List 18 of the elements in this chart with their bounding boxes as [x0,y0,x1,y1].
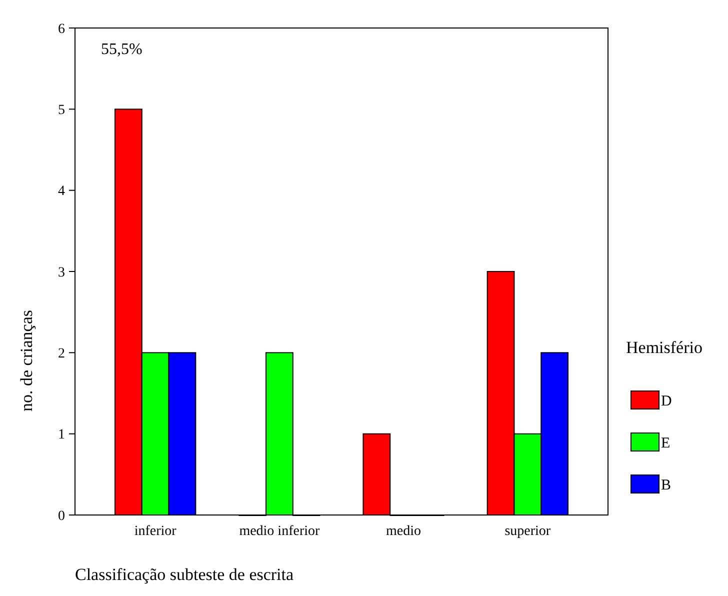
x-tick-label: medio inferior [239,524,320,539]
y-axis-title: no. de crianças [17,310,36,412]
y-tick-label: 1 [58,428,65,443]
y-tick-label: 5 [58,103,65,118]
legend-title: Hemisfério [626,338,702,357]
x-tick-label: superior [504,524,551,539]
y-tick-label: 0 [58,508,65,524]
x-tick-label: medio [386,524,422,539]
y-tick-label: 2 [58,346,65,362]
y-tick-label: 3 [58,265,65,280]
y-tick-label: 6 [58,22,65,37]
annotation: 55,5% [101,41,142,58]
legend-label: D [661,393,672,410]
x-tick-label: inferior [134,524,177,539]
x-axis-title: Classificação subteste de escrita [75,565,294,584]
y-tick-label: 4 [58,184,65,200]
legend-label: B [661,477,672,494]
legend-label: E [661,435,670,452]
